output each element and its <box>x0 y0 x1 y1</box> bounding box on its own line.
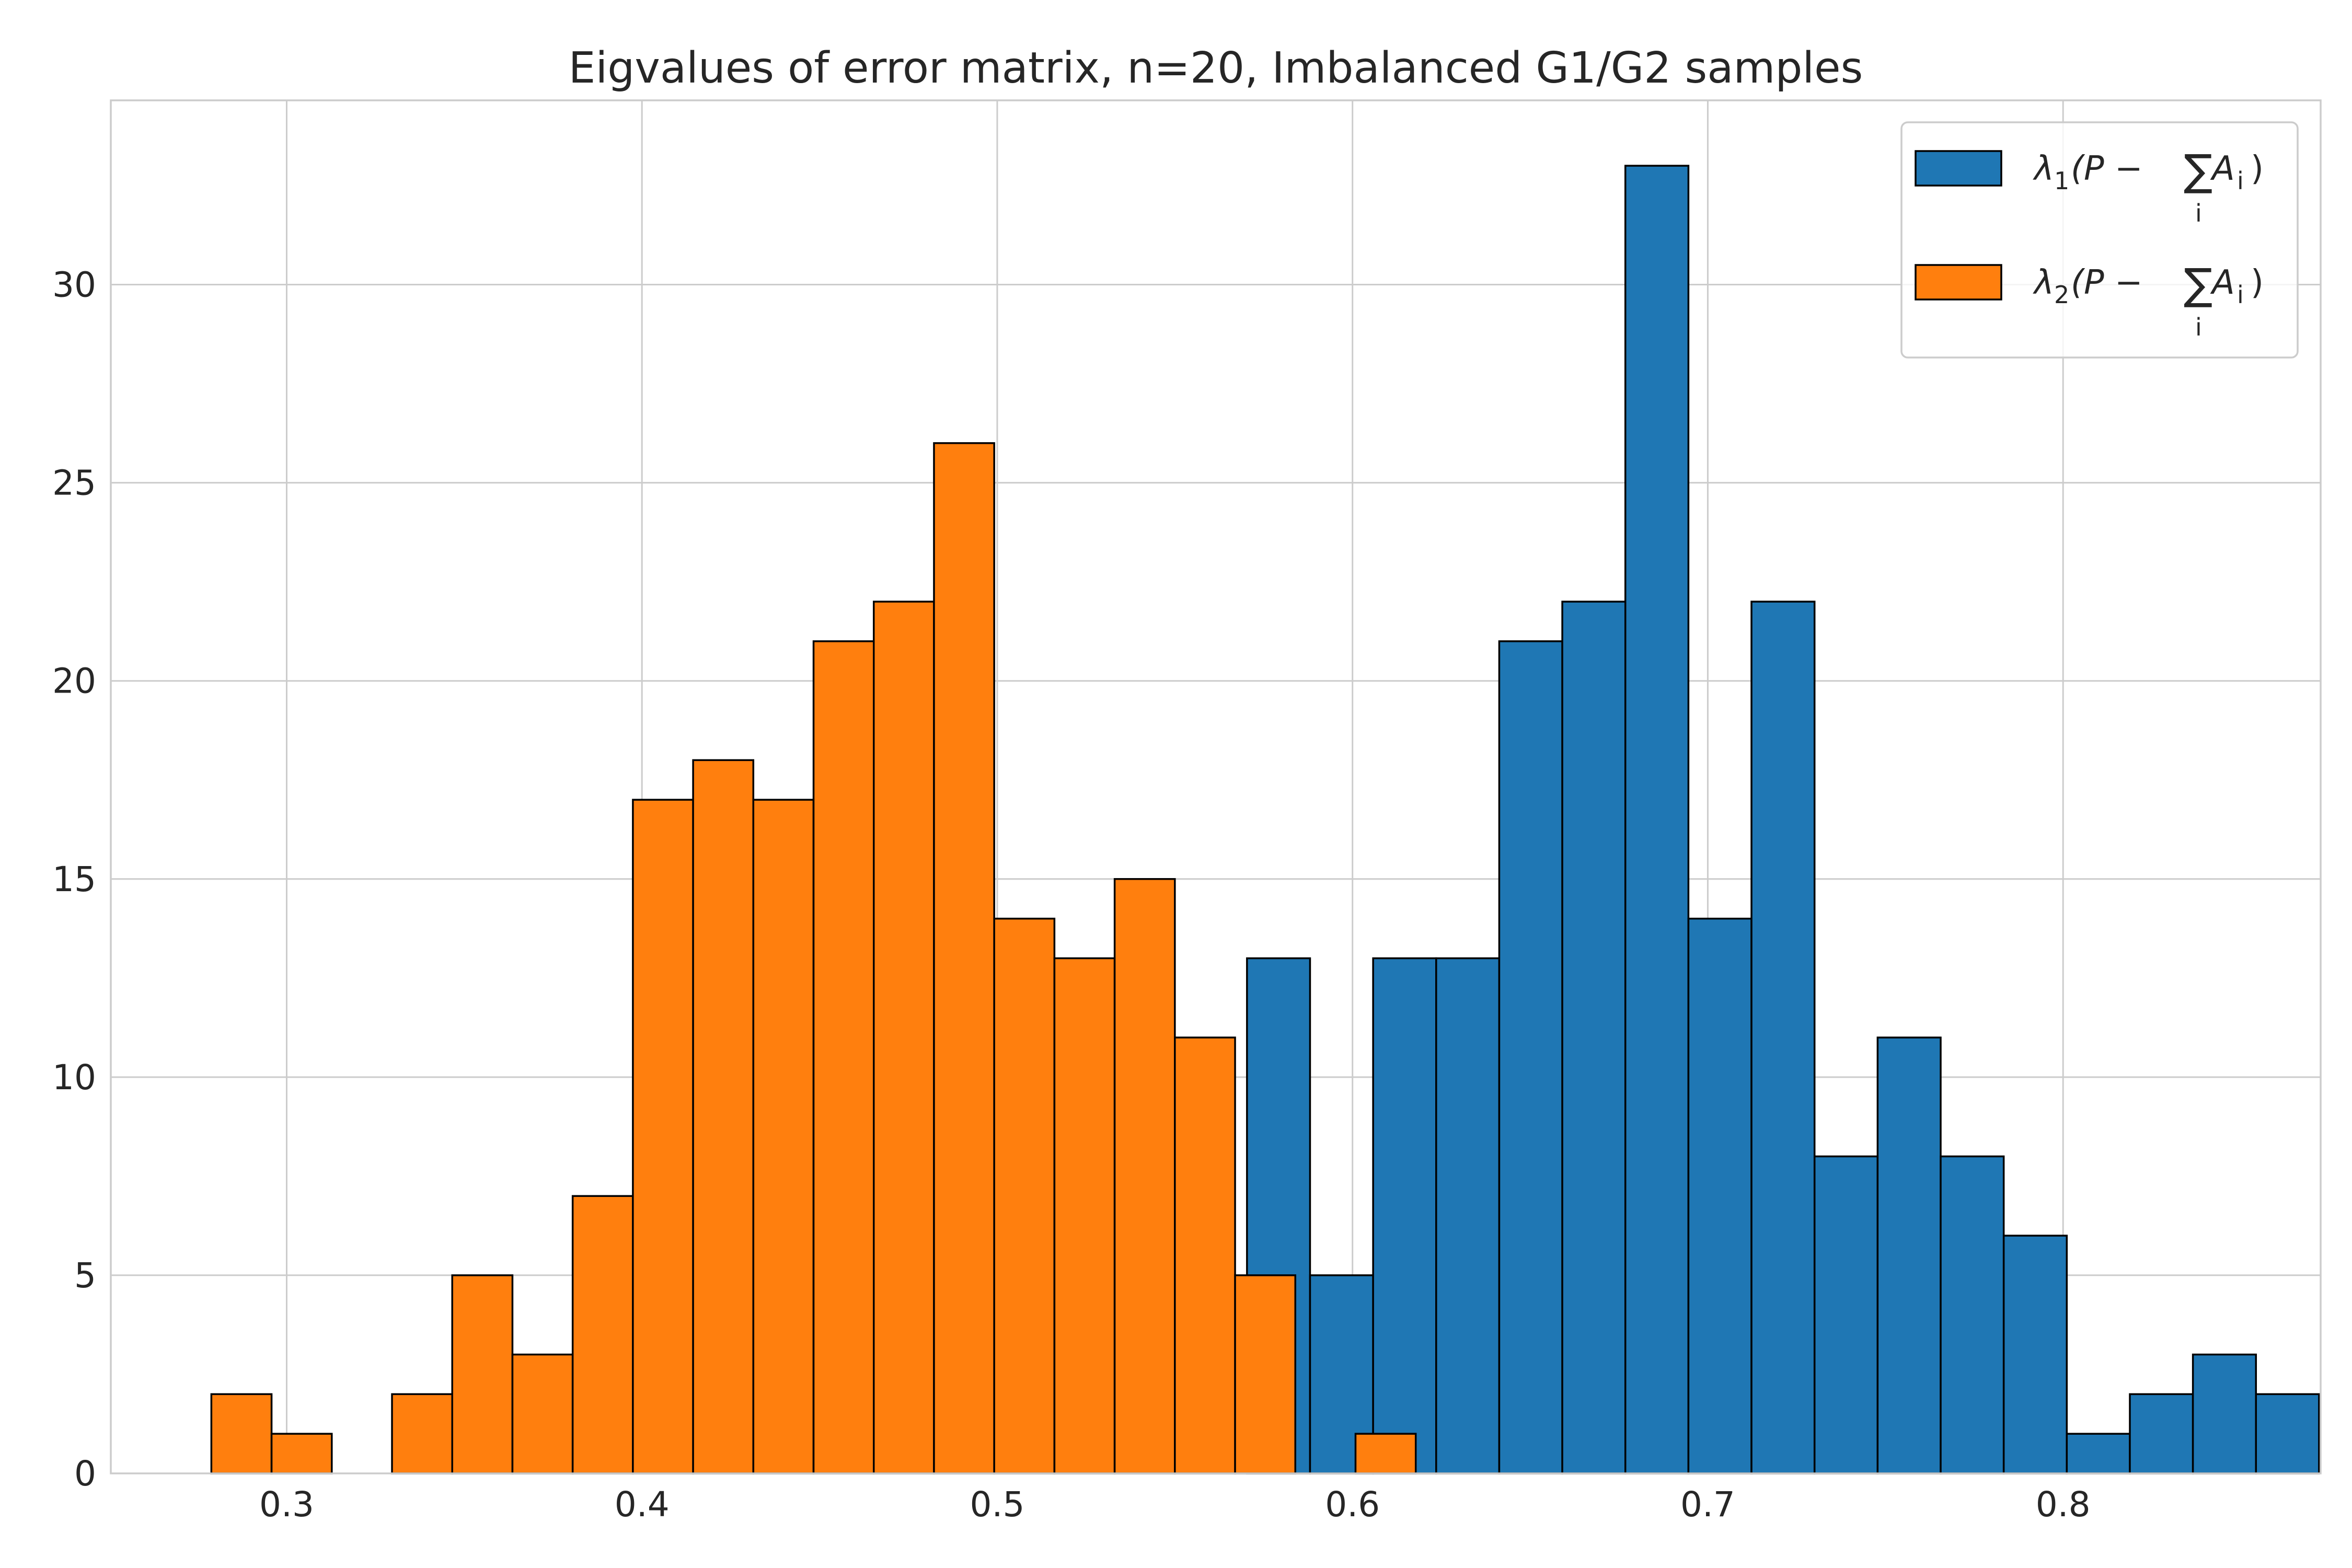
histogram-bar-series-2 <box>1113 878 1176 1474</box>
histogram-bar-series-2 <box>1354 1433 1417 1474</box>
legend-swatch-series-1 <box>1915 150 2002 187</box>
histogram-bar-series-2 <box>993 917 1056 1474</box>
histogram-bar-series-1 <box>2192 1353 2257 1474</box>
histogram-bar-series-1 <box>1372 957 1437 1474</box>
histogram-bar-series-2 <box>270 1433 333 1474</box>
histogram-bar-series-2 <box>692 759 755 1474</box>
histogram-bar-series-2 <box>210 1393 273 1474</box>
y-tick-label: 10 <box>52 1057 96 1098</box>
histogram-bar-series-1 <box>2002 1235 2068 1474</box>
plot-frame <box>110 99 2322 1474</box>
histogram-bar-series-2 <box>632 799 694 1474</box>
y-tick-label: 15 <box>52 859 96 900</box>
histogram-bar-series-1 <box>1624 165 1690 1474</box>
histogram-bar-series-2 <box>872 601 935 1474</box>
legend-sum-index: i <box>2195 199 2202 227</box>
x-tick-label: 0.6 <box>1325 1484 1380 1525</box>
histogram-bar-series-2 <box>752 799 815 1474</box>
x-tick-label: 0.4 <box>615 1484 670 1525</box>
legend-label-close: ) <box>2251 149 2264 188</box>
legend: λ 1 (P − ∑iA i)λ 2 (P − ∑iA i) <box>1900 121 2299 359</box>
histogram-bar-series-1 <box>2255 1393 2320 1474</box>
y-tick-label: 20 <box>52 661 96 701</box>
histogram-bar-series-2 <box>1053 957 1116 1474</box>
legend-label-expression: (P − <box>2071 149 2143 188</box>
histogram-bar-series-1 <box>1813 1155 1879 1474</box>
histogram-bar-series-1 <box>1435 957 1501 1474</box>
legend-label-variable-subscript: i <box>2237 167 2244 195</box>
histogram-bar-series-2 <box>933 442 995 1474</box>
legend-label-subscript: 1 <box>2054 167 2069 195</box>
histogram-bar-series-2 <box>1234 1274 1297 1474</box>
legend-label-variable-subscript: i <box>2237 281 2244 309</box>
x-axis-ticks: 0.3 0.4 0.5 0.6 0.7 0.8 <box>259 1484 2091 1525</box>
x-tick-label: 0.3 <box>259 1484 314 1525</box>
histogram-bar-series-1 <box>2066 1433 2131 1474</box>
histogram-bar-series-2 <box>1174 1036 1236 1474</box>
x-tick-label: 0.5 <box>970 1484 1024 1525</box>
legend-sum-symbol: ∑ <box>2184 260 2212 309</box>
histogram-bar-series-1 <box>1561 601 1627 1474</box>
legend-label-series-2: λ <box>2033 263 2054 302</box>
legend-label-close: ) <box>2251 263 2264 302</box>
y-tick-label: 5 <box>74 1255 96 1296</box>
legend-swatch-series-2 <box>1915 264 2002 301</box>
y-tick-label: 30 <box>52 265 96 305</box>
histogram-bar-series-1 <box>2129 1393 2194 1474</box>
legend-label-variable: A <box>2210 149 2235 188</box>
legend-label-expression: (P − <box>2071 263 2143 302</box>
y-axis-ticks: 0 5 10 15 20 25 30 <box>52 265 96 1494</box>
legend-label-subscript: 2 <box>2054 281 2069 309</box>
legend-label-variable: A <box>2210 263 2235 302</box>
bars <box>210 165 2320 1474</box>
histogram-bar-series-2 <box>571 1195 634 1474</box>
histogram-bar-series-1 <box>1687 917 1753 1474</box>
histogram-bar-series-1 <box>1876 1036 1942 1474</box>
legend-label-series-1: λ <box>2033 149 2054 188</box>
legend-sum-index: i <box>2195 313 2202 341</box>
histogram-bar-series-2 <box>391 1393 453 1474</box>
histogram-bar-series-2 <box>511 1353 574 1474</box>
y-tick-label: 25 <box>52 463 96 503</box>
histogram-bar-series-1 <box>1498 640 1563 1474</box>
x-tick-label: 0.7 <box>1680 1484 1735 1525</box>
histogram-bar-series-1 <box>1750 601 1816 1474</box>
chart-title: Eigvalues of error matrix, n=20, Imbalan… <box>569 43 1863 93</box>
histogram-bar-series-2 <box>812 640 875 1474</box>
x-tick-label: 0.8 <box>2036 1484 2091 1525</box>
histogram-bar-series-2 <box>451 1274 514 1474</box>
y-tick-label: 0 <box>74 1454 96 1494</box>
legend-sum-symbol: ∑ <box>2184 146 2212 195</box>
histogram-bar-series-1 <box>1940 1155 2005 1474</box>
